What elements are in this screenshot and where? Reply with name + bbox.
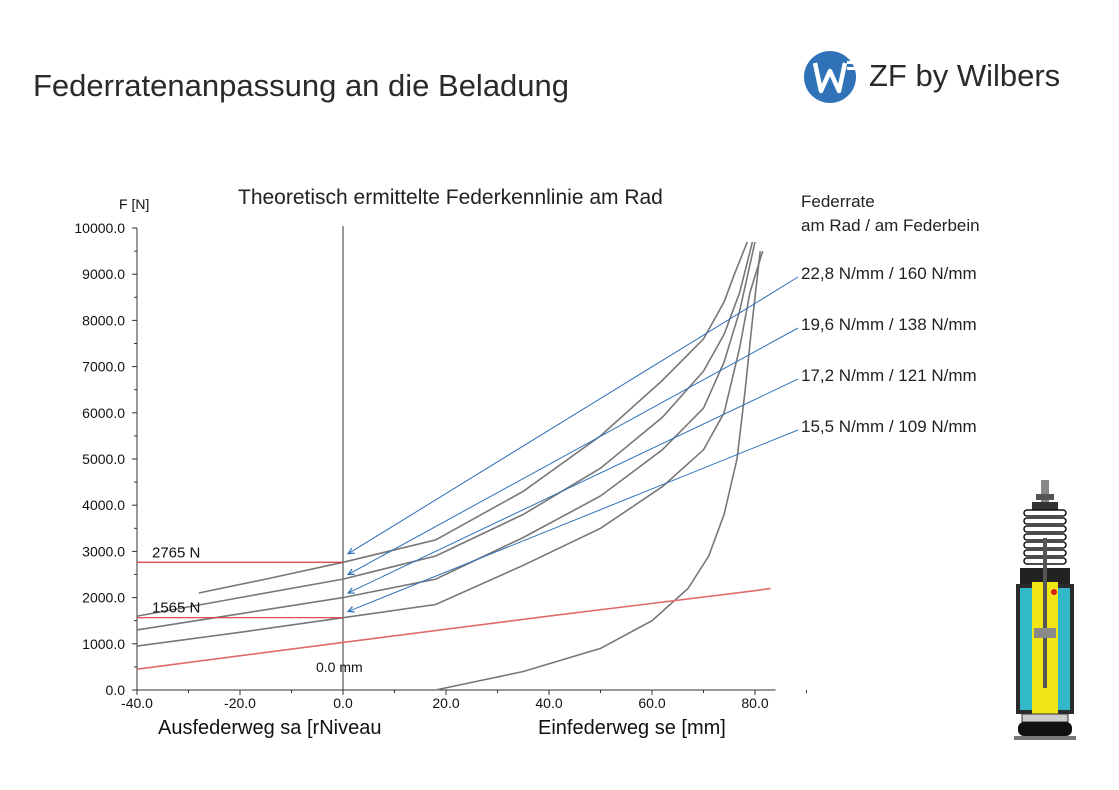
y-tick-label: 3000.0 xyxy=(82,543,125,559)
wilbers-logo-icon xyxy=(804,51,857,103)
x-axis-caption-right: Einfederweg se [mm] xyxy=(538,717,726,739)
y-tick-label: 0.0 xyxy=(106,682,126,698)
series-line-6 xyxy=(136,587,771,670)
x-tick-label: -40.0 xyxy=(121,695,153,711)
x-tick-label: 0.0 xyxy=(333,695,353,711)
series-line-3 xyxy=(136,241,756,631)
y-axis-title: F [N] xyxy=(119,196,150,212)
annotation-label-2: 1565 N xyxy=(152,600,200,617)
y-tick-label: 8000.0 xyxy=(82,312,125,328)
legend-arrow-3 xyxy=(348,378,799,593)
brand-logo: ZF by Wilbers xyxy=(803,46,1060,106)
legend-item-2: 19,6 N/mm / 138 N/mm xyxy=(801,315,977,334)
legend-arrow-2 xyxy=(348,327,799,575)
x-tick-label: 40.0 xyxy=(535,695,562,711)
series-line-4 xyxy=(136,250,764,647)
y-tick-label: 2000.0 xyxy=(82,590,125,606)
legend-heading-line-2: am Rad / am Federbein xyxy=(801,216,980,235)
legend-heading-line-1: Federrate xyxy=(801,192,875,211)
legend-arrow-4 xyxy=(348,429,799,611)
x-tick-label: 20.0 xyxy=(432,695,459,711)
legend-arrow-1 xyxy=(348,276,799,554)
y-tick-label: 4000.0 xyxy=(82,497,125,513)
page-title: Federratenanpassung an die Beladung xyxy=(33,68,570,103)
y-tick-label: 7000.0 xyxy=(82,359,125,375)
y-tick-label: 6000.0 xyxy=(82,405,125,421)
legend-item-1: 22,8 N/mm / 160 N/mm xyxy=(801,264,977,283)
brand-text: ZF by Wilbers xyxy=(869,58,1061,93)
x-tick-label: 80.0 xyxy=(741,695,768,711)
x-tick-label: 60.0 xyxy=(638,695,665,711)
y-tick-label: 5000.0 xyxy=(82,451,125,467)
y-tick-label: 9000.0 xyxy=(82,266,125,282)
y-tick-label: 10000.0 xyxy=(74,220,125,236)
legend-item-3: 17,2 N/mm / 121 N/mm xyxy=(801,366,977,385)
zero-mm-label: 0.0 mm xyxy=(316,659,363,675)
annotation-label-1: 2765 N xyxy=(152,544,200,561)
chart-title: Theoretisch ermittelte Federkennlinie am… xyxy=(238,186,663,209)
series-line-5 xyxy=(435,251,761,691)
y-tick-label: 1000.0 xyxy=(82,636,125,652)
x-axis-caption-left: Ausfederweg sa [rNiveau xyxy=(158,717,382,739)
x-tick-label: -20.0 xyxy=(224,695,256,711)
series-line-1 xyxy=(198,241,749,594)
series-line-2 xyxy=(136,241,754,617)
legend-item-4: 15,5 N/mm / 109 N/mm xyxy=(801,417,977,436)
shock-absorber-illustration xyxy=(1014,480,1076,740)
legend-heading: Federrate am Rad / am Federbein xyxy=(801,190,980,238)
